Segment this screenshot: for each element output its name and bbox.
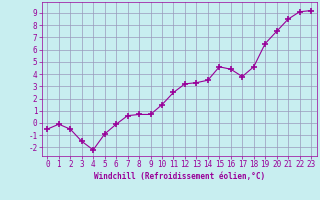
X-axis label: Windchill (Refroidissement éolien,°C): Windchill (Refroidissement éolien,°C) xyxy=(94,172,265,181)
